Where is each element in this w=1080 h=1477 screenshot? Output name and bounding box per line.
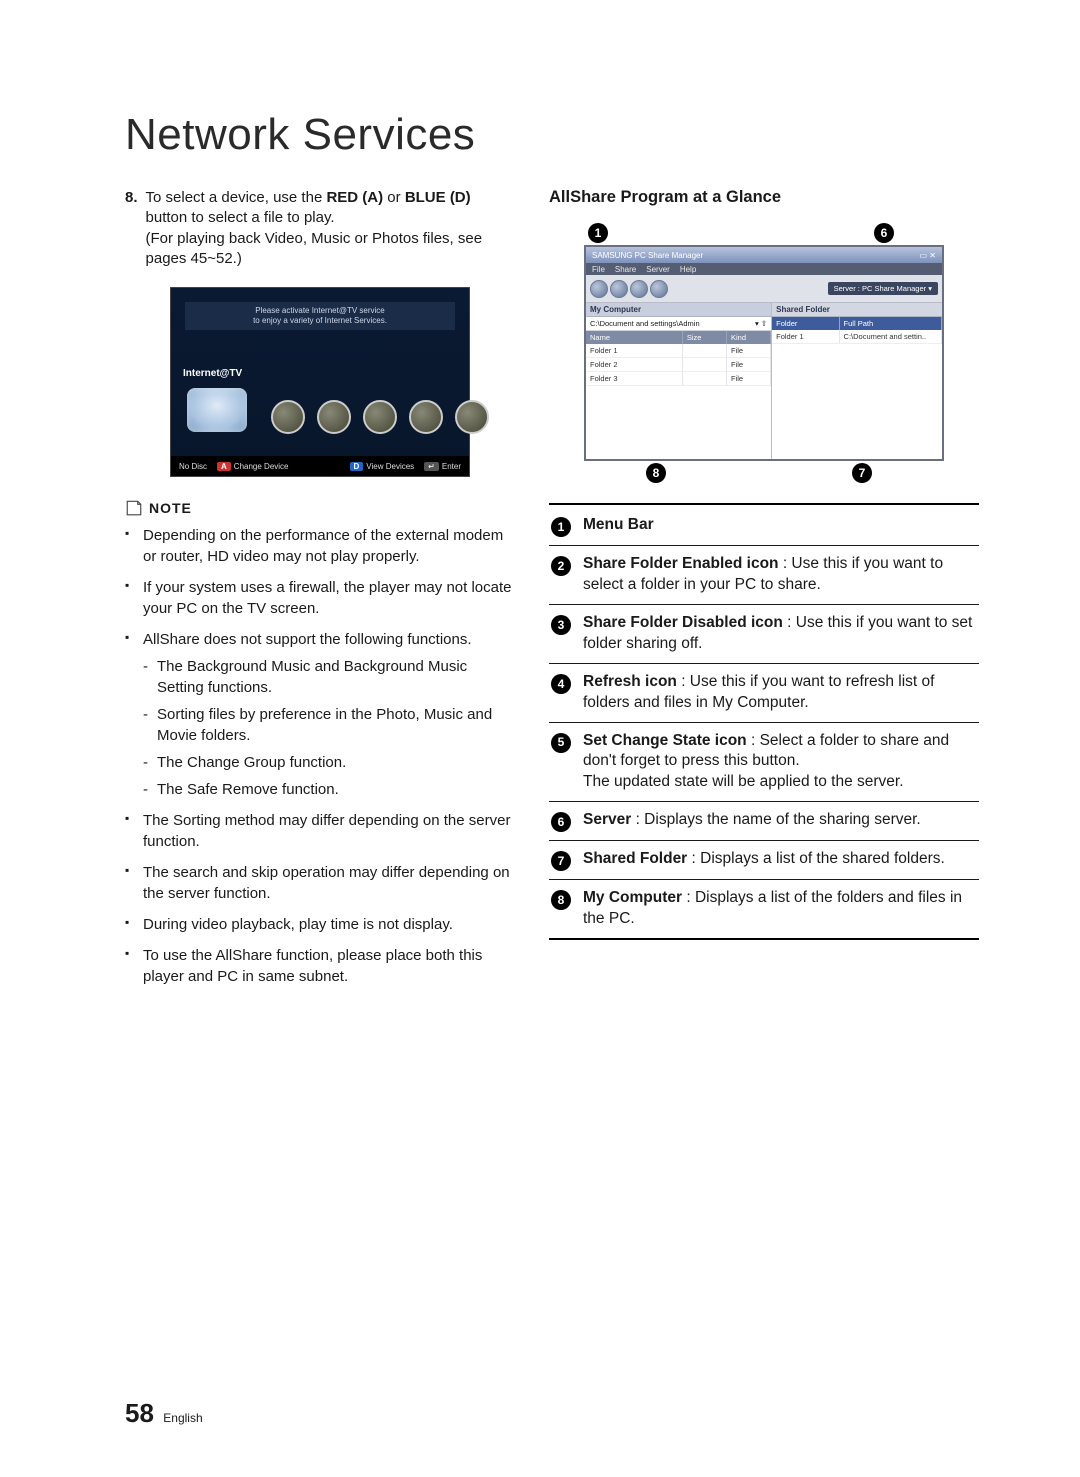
toolbar: Server : PC Share Manager ▾ <box>586 275 942 303</box>
legend-row: 5 Set Change State icon : Select a folde… <box>549 723 979 803</box>
right-column: AllShare Program at a Glance 1 6 2 3 4 5… <box>549 188 979 997</box>
my-computer-pane: My Computer C:\Document and settings\Adm… <box>586 303 771 459</box>
legend-row: 1 Menu Bar <box>549 507 979 546</box>
legend-row: 6 Server : Displays the name of the shar… <box>549 802 979 841</box>
step-number: 8. <box>125 188 138 269</box>
tv-service-icons <box>271 400 489 434</box>
menu-item[interactable]: Help <box>680 265 696 274</box>
legend-number: 1 <box>551 517 571 537</box>
table-row[interactable]: Folder 1C:\Document and settin.. <box>772 330 942 344</box>
menu-item[interactable]: Server <box>646 265 670 274</box>
service-icon <box>271 400 305 434</box>
note-heading: NOTE <box>125 499 515 517</box>
legend-row: 8 My Computer : Displays a list of the f… <box>549 880 979 940</box>
legend-number: 4 <box>551 674 571 694</box>
note-item: To use the AllShare function, please pla… <box>125 945 515 987</box>
server-label: Server : PC Share Manager ▾ <box>828 282 938 295</box>
path-bar: C:\Document and settings\Admin▾ ⇧ <box>586 317 771 331</box>
service-icon <box>409 400 443 434</box>
note-subitem: Sorting files by preference in the Photo… <box>143 704 515 746</box>
enter-key-badge: ↵ <box>424 462 439 471</box>
right-heading: AllShare Program at a Glance <box>549 188 979 207</box>
step-text-2: or <box>387 189 405 206</box>
step-text-1: To select a device, use the <box>146 189 327 206</box>
callout-7: 7 <box>852 463 872 483</box>
menu-item[interactable]: File <box>592 265 605 274</box>
table-row[interactable]: Folder 3File <box>586 372 771 386</box>
a-key-badge: A <box>217 462 231 471</box>
legend-number: 8 <box>551 890 571 910</box>
menu-bar: File Share Server Help <box>586 263 942 275</box>
share-disabled-icon[interactable] <box>610 280 628 298</box>
blue-key: BLUE (D) <box>405 189 471 206</box>
window-controls-icon: ▭ ✕ <box>920 251 936 260</box>
page-language: English <box>163 1411 202 1425</box>
col-kind: Kind <box>727 331 771 344</box>
shared-folder-tab: Shared Folder <box>772 303 942 317</box>
col-name: Name <box>586 331 683 344</box>
tv-brand-label: Internet@TV <box>183 368 242 379</box>
col-full-path: Full Path <box>840 317 942 330</box>
step-text-3: button to select a file to play. <box>146 209 335 226</box>
page-number: 58 <box>125 1398 154 1428</box>
tv-bottom-bar: No Disc A Change Device D View Devices ↵… <box>171 456 469 476</box>
share-manager-window: SAMSUNG PC Share Manager ▭ ✕ File Share … <box>584 245 944 461</box>
table-row[interactable]: Folder 1File <box>586 344 771 358</box>
legend-row: 7 Shared Folder : Displays a list of the… <box>549 841 979 880</box>
note-list: Depending on the performance of the exte… <box>125 525 515 987</box>
legend-row: 3 Share Folder Disabled icon : Use this … <box>549 605 979 664</box>
legend-row: 2 Share Folder Enabled icon : Use this i… <box>549 546 979 605</box>
col-folder: Folder <box>772 317 839 330</box>
d-key-label: View Devices <box>366 462 414 471</box>
page-footer: 58 English <box>125 1398 203 1429</box>
note-subitem: The Safe Remove function. <box>143 779 515 800</box>
note-subitem: The Change Group function. <box>143 752 515 773</box>
legend-table: 1 Menu Bar 2 Share Folder Enabled icon :… <box>549 503 979 940</box>
service-icon <box>317 400 351 434</box>
tv-message: Please activate Internet@TV service to e… <box>185 302 455 330</box>
table-row[interactable]: Folder 2File <box>586 358 771 372</box>
shared-folder-pane: Shared Folder Folder Full Path Folder 1C… <box>771 303 942 459</box>
note-sublist: The Background Music and Background Musi… <box>143 656 515 800</box>
a-key-label: Change Device <box>234 462 289 471</box>
enter-key-label: Enter <box>442 462 461 471</box>
step-8: 8. To select a device, use the RED (A) o… <box>125 188 515 269</box>
menu-item[interactable]: Share <box>615 265 636 274</box>
tv-cloud-graphic <box>187 388 247 432</box>
callout-1: 1 <box>588 223 608 243</box>
note-item: The Sorting method may differ depending … <box>125 810 515 852</box>
d-key-badge: D <box>350 462 364 471</box>
callout-8: 8 <box>646 463 666 483</box>
legend-number: 6 <box>551 812 571 832</box>
legend-number: 7 <box>551 851 571 871</box>
note-item: Depending on the performance of the exte… <box>125 525 515 567</box>
page-title: Network Services <box>125 110 990 160</box>
note-icon <box>125 499 143 517</box>
allshare-diagram: 1 6 2 3 4 5 8 7 SAMSUNG PC Share Manager… <box>564 223 964 483</box>
legend-number: 5 <box>551 733 571 753</box>
note-item: During video playback, play time is not … <box>125 914 515 935</box>
left-column: 8. To select a device, use the RED (A) o… <box>125 188 515 997</box>
window-titlebar: SAMSUNG PC Share Manager ▭ ✕ <box>586 247 942 263</box>
legend-number: 2 <box>551 556 571 576</box>
no-disc-label: No Disc <box>179 462 207 471</box>
tv-screenshot: Please activate Internet@TV service to e… <box>170 287 470 477</box>
my-computer-tab: My Computer <box>586 303 771 317</box>
callout-6: 6 <box>874 223 894 243</box>
step-line2: (For playing back Video, Music or Photos… <box>146 230 483 267</box>
service-icon <box>363 400 397 434</box>
legend-number: 3 <box>551 615 571 635</box>
refresh-icon[interactable] <box>630 280 648 298</box>
service-icon <box>455 400 489 434</box>
note-item: The search and skip operation may differ… <box>125 862 515 904</box>
share-enabled-icon[interactable] <box>590 280 608 298</box>
red-key: RED (A) <box>326 189 383 206</box>
note-subitem: The Background Music and Background Musi… <box>143 656 515 698</box>
col-size: Size <box>683 331 727 344</box>
set-change-state-icon[interactable] <box>650 280 668 298</box>
legend-row: 4 Refresh icon : Use this if you want to… <box>549 664 979 723</box>
note-item: AllShare does not support the following … <box>125 629 515 800</box>
note-item: If your system uses a firewall, the play… <box>125 577 515 619</box>
